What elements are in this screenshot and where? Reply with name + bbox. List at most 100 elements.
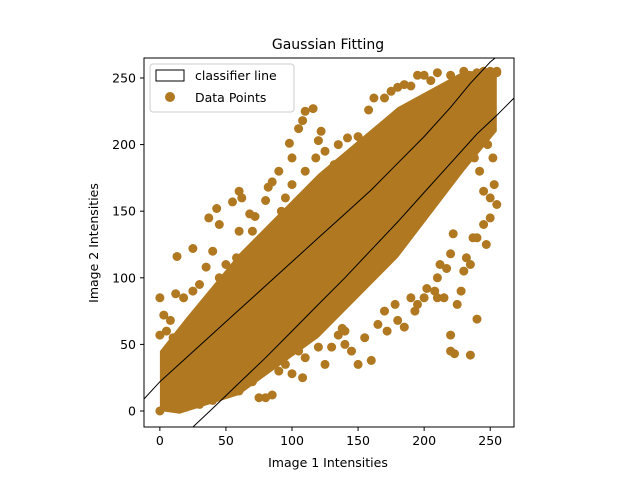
- data-point: [241, 249, 251, 259]
- data-point: [413, 70, 422, 80]
- data-point: [254, 393, 264, 403]
- data-point: [247, 226, 257, 236]
- data-point: [274, 366, 284, 376]
- data-point: [364, 105, 374, 115]
- data-point: [247, 313, 257, 323]
- data-point: [234, 329, 244, 339]
- data-point: [300, 106, 310, 116]
- data-point: [261, 302, 271, 312]
- data-point: [294, 124, 304, 134]
- data-point: [168, 395, 178, 405]
- y-tick-label: 250: [112, 70, 136, 85]
- data-point: [208, 355, 218, 365]
- data-point: [343, 133, 352, 143]
- data-point: [353, 132, 363, 142]
- data-point: [366, 355, 376, 365]
- data-point: [172, 252, 182, 261]
- data-point: [489, 180, 499, 190]
- data-point: [280, 281, 290, 291]
- data-point: [485, 213, 495, 223]
- data-point: [274, 286, 284, 296]
- data-point: [333, 228, 343, 237]
- data-point: [320, 359, 330, 369]
- data-point: [300, 353, 310, 363]
- data-point: [390, 299, 400, 309]
- data-point: [234, 226, 244, 236]
- data-point: [284, 138, 294, 148]
- data-point: [188, 377, 198, 387]
- data-point: [479, 220, 489, 229]
- data-point: [307, 253, 317, 263]
- data-point: [250, 212, 260, 221]
- data-point: [241, 373, 251, 383]
- data-point: [481, 240, 491, 249]
- data-point: [329, 160, 339, 170]
- data-point: [267, 177, 277, 187]
- y-tick-label: 100: [112, 270, 136, 285]
- data-point: [214, 220, 224, 229]
- data-point: [347, 214, 356, 224]
- data-point: [316, 126, 326, 136]
- data-point: [347, 346, 356, 356]
- data-point: [221, 342, 231, 352]
- data-point: [300, 166, 310, 176]
- y-ticks: 0 50 100 150 200 250: [112, 70, 144, 419]
- data-point: [162, 326, 171, 336]
- data-point: [280, 193, 290, 203]
- data-point: [294, 268, 304, 277]
- data-point: [313, 136, 323, 146]
- data-point: [221, 260, 231, 269]
- data-point: [155, 406, 165, 416]
- data-point: [479, 186, 489, 196]
- data-point: [419, 142, 429, 152]
- data-point: [459, 100, 469, 110]
- data-point: [261, 196, 271, 205]
- data-point: [419, 293, 429, 303]
- data-point: [448, 229, 458, 239]
- data-point: [188, 244, 198, 253]
- data-point: [254, 307, 264, 317]
- legend-box: [149, 63, 295, 113]
- data-point: [406, 81, 416, 91]
- data-point: [485, 73, 495, 83]
- data-point: [165, 315, 175, 325]
- data-point: [274, 166, 284, 176]
- x-tick-label: 50: [218, 433, 234, 448]
- data-point: [456, 286, 466, 296]
- data-point: [483, 140, 493, 150]
- legend-classifier-label: classifier line: [195, 68, 277, 83]
- data-point: [201, 262, 211, 272]
- data-point: [373, 188, 383, 197]
- data-point: [280, 359, 290, 369]
- data-point: [446, 70, 456, 80]
- data-point: [492, 66, 502, 76]
- legend-points-marker: [165, 92, 175, 102]
- data-point: [201, 363, 211, 373]
- data-point: [459, 266, 469, 276]
- data-point: [179, 293, 189, 303]
- y-tick-label: 150: [112, 204, 136, 219]
- data-point: [380, 306, 389, 316]
- data-point: [472, 314, 482, 324]
- data-point: [446, 249, 456, 259]
- data-point: [162, 402, 171, 412]
- x-tick-label: 250: [478, 433, 502, 448]
- data-point: [386, 86, 396, 96]
- data-point: [287, 180, 297, 190]
- data-point: [228, 197, 237, 207]
- data-point: [327, 342, 337, 352]
- data-point: [461, 253, 471, 263]
- data-point: [241, 322, 251, 332]
- data-point: [399, 161, 409, 171]
- data-point: [459, 66, 469, 76]
- data-point: [419, 70, 429, 80]
- data-point: [360, 333, 370, 343]
- data-point: [188, 286, 198, 296]
- data-point: [380, 93, 389, 103]
- data-point: [313, 249, 323, 259]
- data-point: [155, 293, 165, 303]
- data-point: [171, 289, 181, 299]
- data-point: [287, 153, 297, 163]
- data-point: [485, 193, 495, 203]
- data-point: [313, 342, 323, 352]
